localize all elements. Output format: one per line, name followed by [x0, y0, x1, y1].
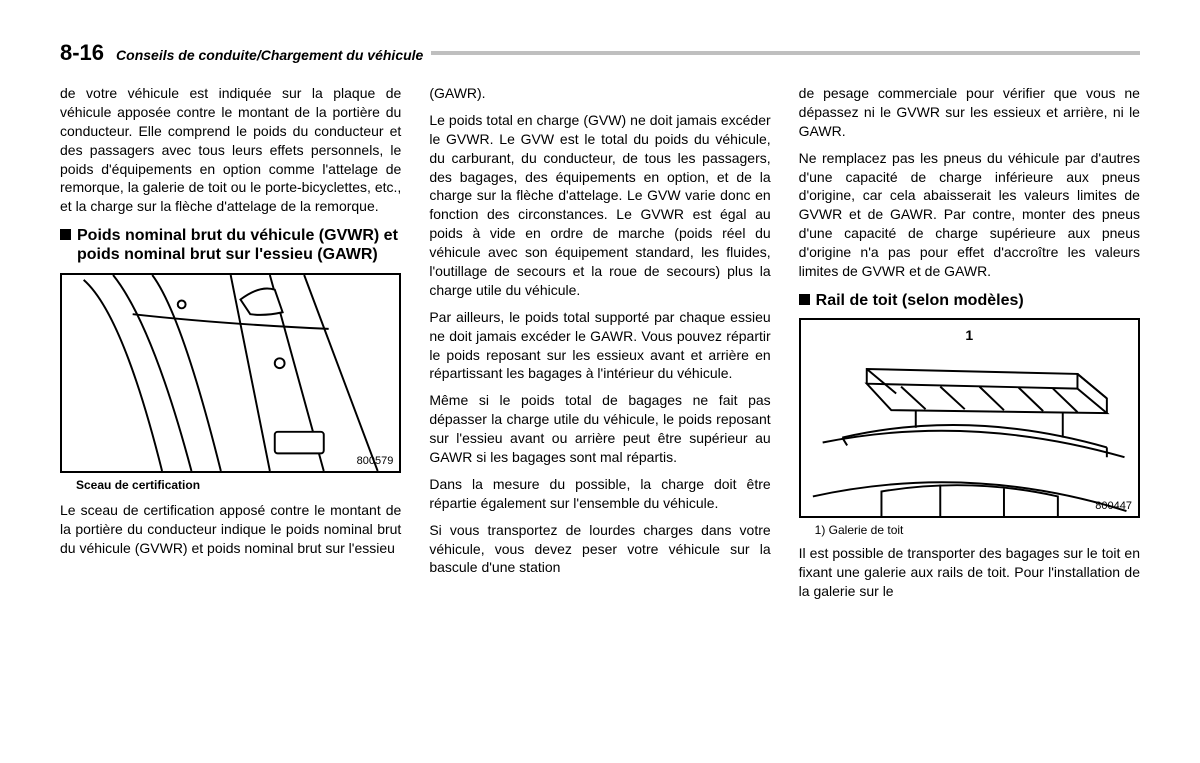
column-1: de votre véhicule est indiquée sur la pl… [60, 84, 401, 609]
figure-legend: 1) Galerie de toit [815, 522, 1140, 538]
body-text: (GAWR). [429, 84, 770, 103]
bullet-icon [799, 294, 810, 305]
figure-caption: Sceau de certification [76, 477, 401, 493]
section-title: Conseils de conduite/Chargement du véhic… [116, 47, 423, 63]
page-header: 8-16 Conseils de conduite/Chargement du … [60, 40, 1140, 66]
figure-id: 800579 [357, 454, 394, 469]
body-text: Dans la mesure du possible, la charge do… [429, 475, 770, 513]
column-2: (GAWR). Le poids total en charge (GVW) n… [429, 84, 770, 609]
body-text: Par ailleurs, le poids total supporté pa… [429, 308, 770, 384]
figure-id: 800447 [1095, 499, 1132, 514]
subheading-gvwr: Poids nominal brut du véhicule (GVWR) et… [60, 226, 401, 264]
body-text: Si vous transportez de lourdes charges d… [429, 521, 770, 578]
subheading-text: Rail de toit (selon modèles) [816, 291, 1024, 310]
page-number: 8-16 [60, 40, 104, 66]
content-columns: de votre véhicule est indiquée sur la pl… [60, 84, 1140, 609]
body-text: de votre véhicule est indiquée sur la pl… [60, 84, 401, 216]
figure-certification-seal: 800579 [60, 273, 401, 473]
figure-roof-rail: 1 [799, 318, 1140, 518]
body-text: Le poids total en charge (GVW) ne doit j… [429, 111, 770, 300]
header-rule [431, 51, 1140, 55]
subheading-roof-rail: Rail de toit (selon modèles) [799, 291, 1140, 310]
subheading-text: Poids nominal brut du véhicule (GVWR) et… [77, 226, 401, 264]
bullet-icon [60, 229, 71, 240]
column-3: de pesage commerciale pour vérifier que … [799, 84, 1140, 609]
body-text: de pesage commerciale pour vérifier que … [799, 84, 1140, 141]
body-text: Même si le poids total de bagages ne fai… [429, 391, 770, 467]
body-text: Il est possible de transporter des bagag… [799, 544, 1140, 601]
body-text: Le sceau de certification apposé contre … [60, 501, 401, 558]
figure-callout: 1 [965, 326, 973, 345]
body-text: Ne remplacez pas les pneus du véhicule p… [799, 149, 1140, 281]
